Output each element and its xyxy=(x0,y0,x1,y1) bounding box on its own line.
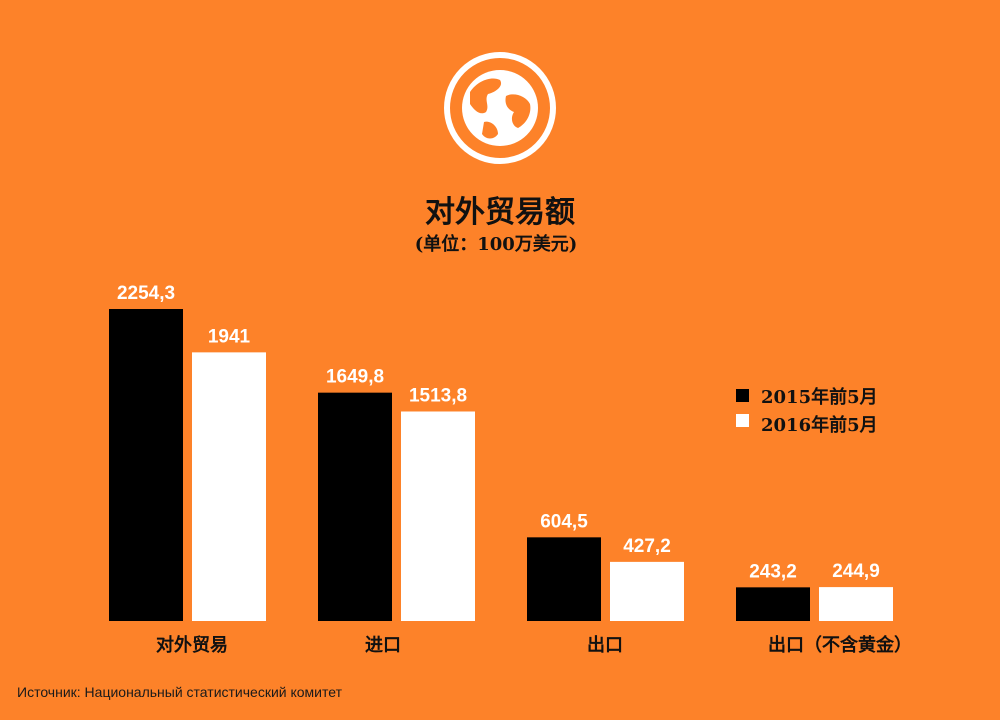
globe-icon xyxy=(444,52,556,164)
bar-2015-2 xyxy=(527,537,601,621)
value-label: 604,5 xyxy=(540,511,588,532)
source-note: Источник: Национальный статистический ко… xyxy=(17,684,342,700)
value-label: 2254,3 xyxy=(117,283,175,304)
chart-title: 对外贸易额 xyxy=(425,195,575,230)
value-label: 243,2 xyxy=(749,561,797,582)
bar-2016-1 xyxy=(401,411,475,621)
legend-swatch-2016 xyxy=(736,414,749,427)
legend-label-2016: 2016年前5月 xyxy=(761,414,878,436)
category-label: 对外贸易 xyxy=(156,634,228,656)
value-label: 244,9 xyxy=(832,561,880,582)
category-label: 出口 xyxy=(587,634,623,656)
legend: 2015年前5月 2016年前5月 xyxy=(736,386,878,436)
value-label: 427,2 xyxy=(623,536,671,557)
value-label: 1941 xyxy=(208,326,251,347)
legend-swatch-2015 xyxy=(736,389,749,402)
value-label: 1649,8 xyxy=(326,367,384,388)
bar-2015-1 xyxy=(318,392,392,621)
chart-subtitle: (单位：100万美元) xyxy=(415,233,578,255)
bar-2016-2 xyxy=(610,561,684,621)
bar-2015-0 xyxy=(109,309,183,621)
category-label: 出口（不含黄金） xyxy=(768,634,912,656)
value-label: 1513,8 xyxy=(409,385,467,406)
bar-2016-3 xyxy=(819,587,893,621)
legend-label-2015: 2015年前5月 xyxy=(761,386,878,408)
bar-2015-3 xyxy=(736,587,810,621)
bar-2016-0 xyxy=(192,352,266,621)
category-label: 进口 xyxy=(365,635,401,656)
bars-layer: 2254,3 1649,8 604,5 243,2 1941 1513,8 427,2 244… xyxy=(109,283,893,621)
